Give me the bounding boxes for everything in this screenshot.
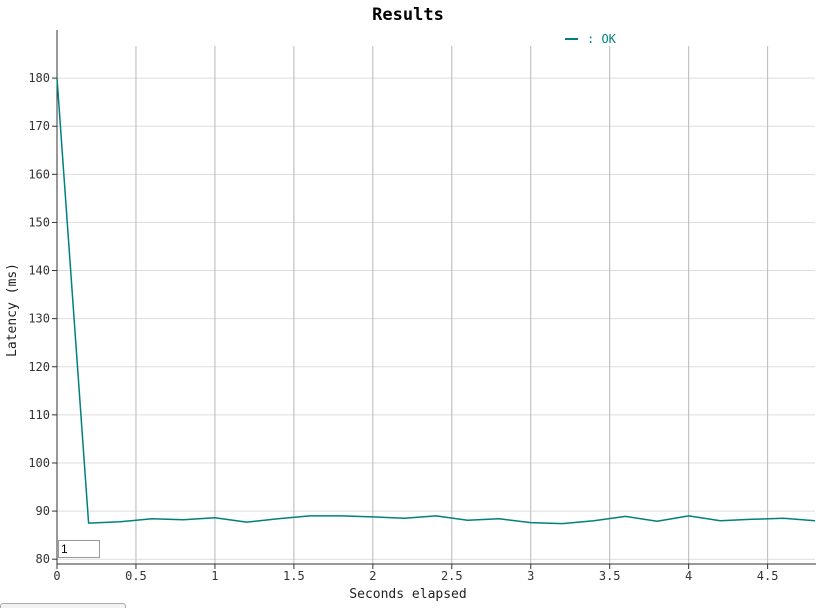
y-tick-label: 110 <box>28 408 50 422</box>
x-tick-label: 3.5 <box>599 569 621 583</box>
y-axis-label: Latency (ms) <box>5 263 20 357</box>
x-tick-label: 1 <box>211 569 218 583</box>
x-axis-label: Seconds elapsed <box>349 587 466 602</box>
x-tick-label: 1.5 <box>283 569 305 583</box>
legend-label: : OK <box>587 32 617 46</box>
y-tick-label: 140 <box>28 264 50 278</box>
x-tick-label: 4.5 <box>757 569 779 583</box>
x-tick-label: 0 <box>53 569 60 583</box>
y-tick-label: 100 <box>28 456 50 470</box>
series-line-ok <box>56 78 816 525</box>
y-tick-label: 180 <box>28 71 50 85</box>
axis-ticks: 80 90 100 110 120 130 140 150 160 170 180 0 0.5 1 1.5 2… <box>28 71 778 583</box>
chart-title: Results <box>372 5 444 25</box>
y-tick-label: 160 <box>28 167 50 181</box>
y-tick-label: 130 <box>28 312 50 326</box>
x-tick-label: 2 <box>369 569 376 583</box>
legend: : OK <box>565 32 617 46</box>
y-tick-label: 150 <box>28 215 50 229</box>
x-tick-label: 3 <box>527 569 534 583</box>
y-tick-label: 120 <box>28 360 50 374</box>
x-tick-label: 2.5 <box>441 569 463 583</box>
y-tick-label: 90 <box>36 504 50 518</box>
series-lines <box>56 78 816 525</box>
rolling-period-input[interactable] <box>58 540 100 558</box>
axes <box>56 30 816 565</box>
y-tick-label: 170 <box>28 119 50 133</box>
x-tick-label: 4 <box>685 569 692 583</box>
grid-lines <box>57 46 815 564</box>
x-tick-label: 0.5 <box>125 569 147 583</box>
bottom-panel-tab[interactable] <box>0 603 126 608</box>
y-tick-label: 80 <box>36 552 50 566</box>
